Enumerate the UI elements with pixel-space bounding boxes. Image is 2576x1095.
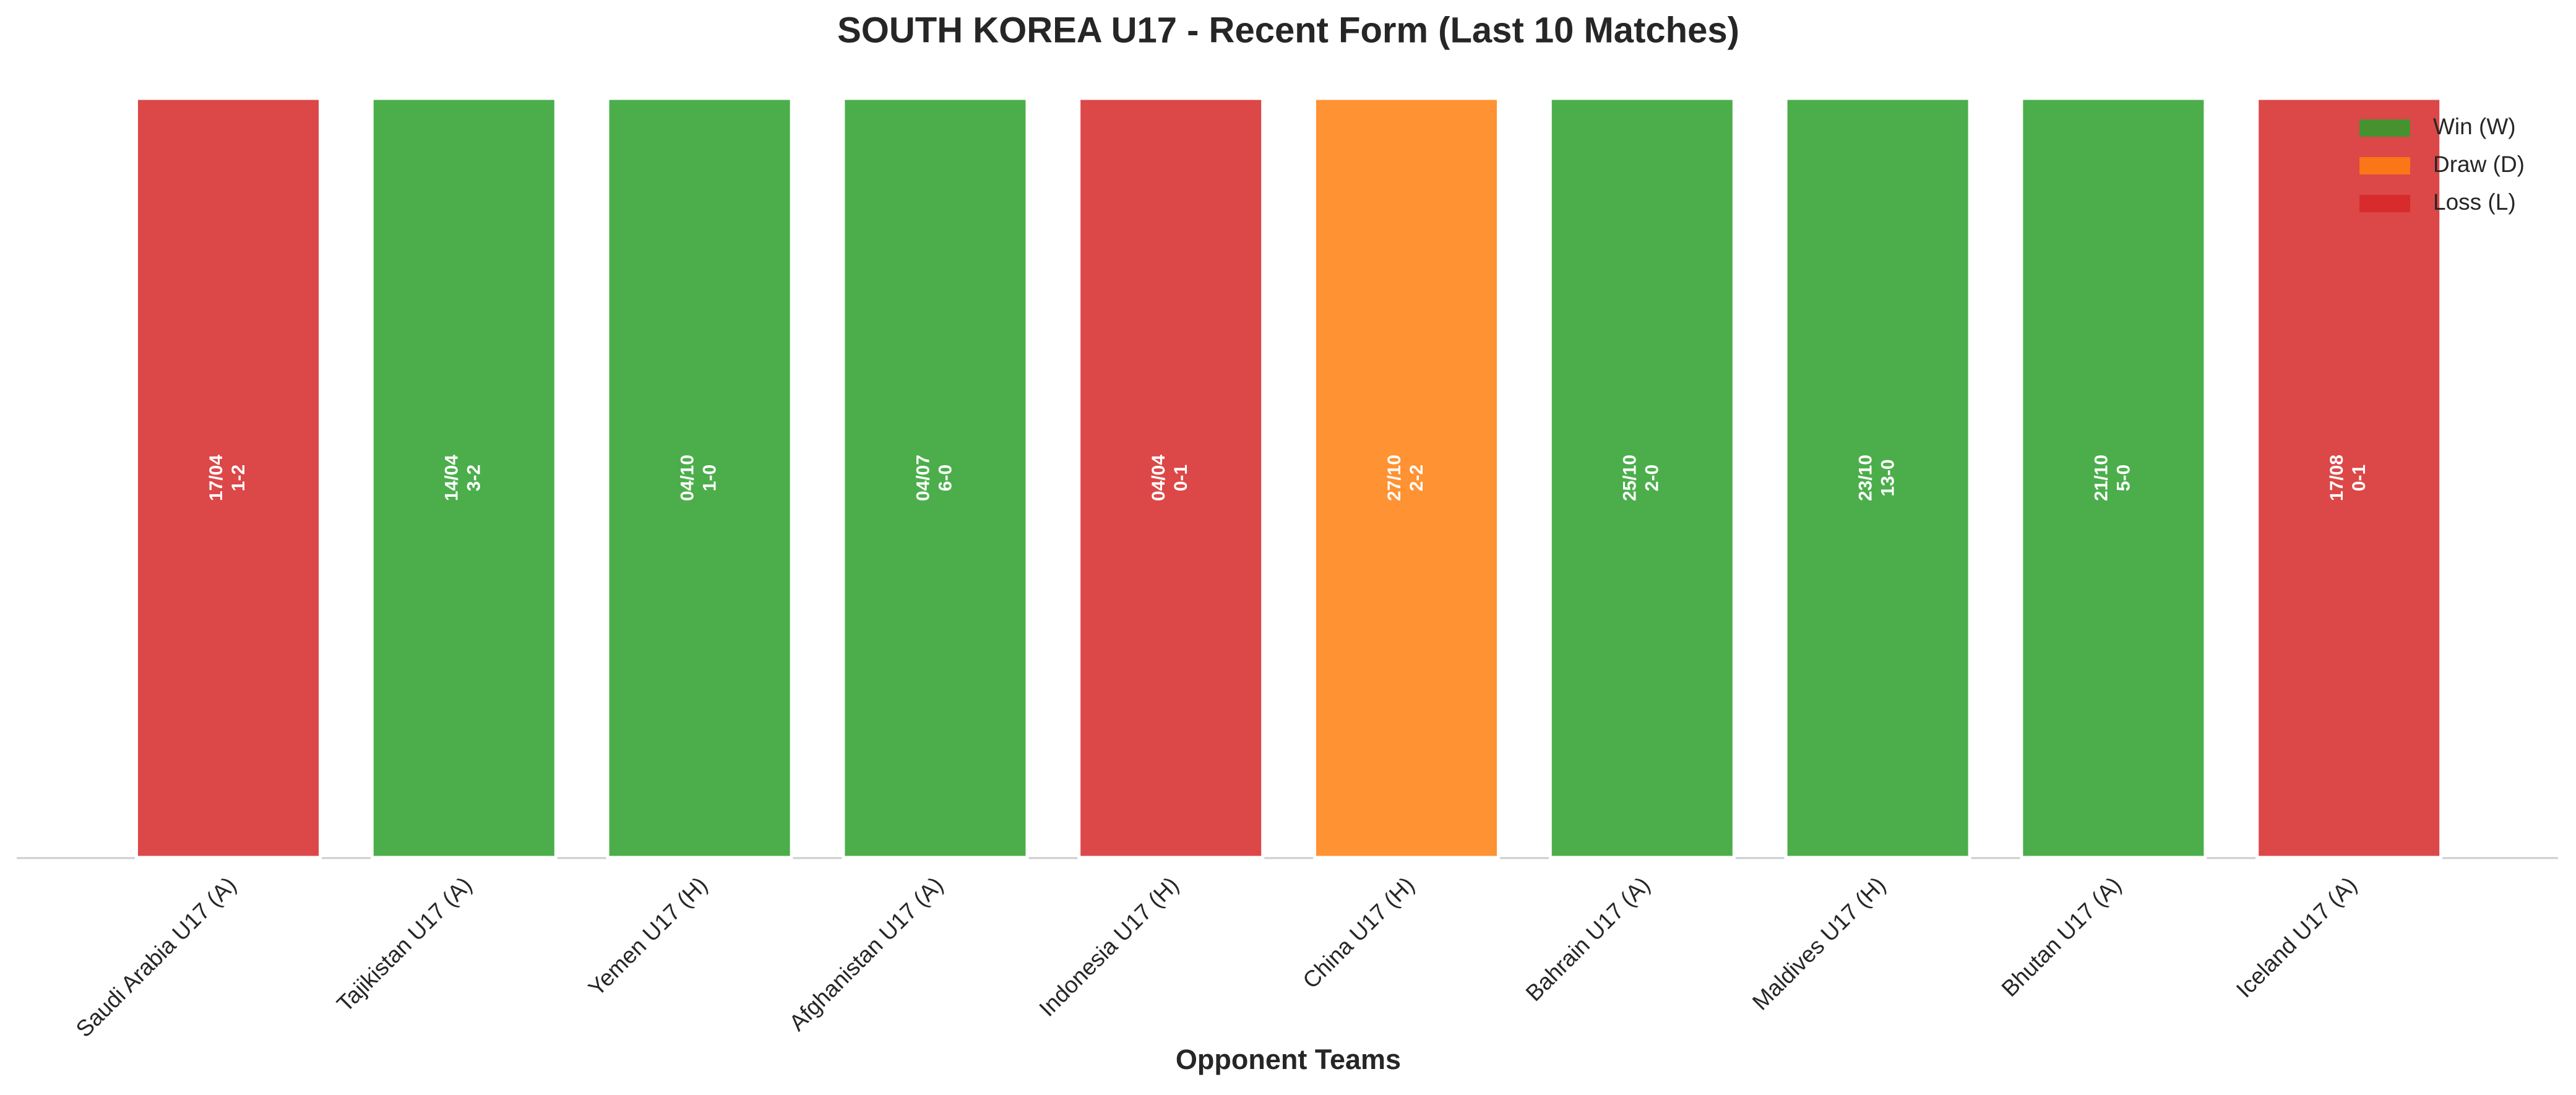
x-tick-label: Tajikistan U17 (A) <box>332 872 476 1017</box>
x-axis-label: Opponent Teams <box>1176 1044 1401 1075</box>
x-tick-label: Saudi Arabia U17 (A) <box>71 872 241 1042</box>
bar-date-label: 04/10 <box>678 455 698 501</box>
x-tick-label: Yemen U17 (H) <box>584 872 712 1001</box>
bar <box>2020 97 2207 859</box>
legend-label: Draw (D) <box>2433 152 2525 177</box>
bar <box>1548 97 1736 859</box>
bar-score-label: 2-0 <box>1642 465 1663 491</box>
bar-date-label: 04/04 <box>1148 455 1169 501</box>
bar-score-label: 1-2 <box>228 465 249 491</box>
bar-date-label: 21/10 <box>2091 455 2111 501</box>
bar-date-label: 14/04 <box>442 455 462 501</box>
bar-date-label: 27/10 <box>1384 455 1405 501</box>
bar-date-label: 04/07 <box>913 455 933 501</box>
x-tick-label: China U17 (H) <box>1298 872 1419 994</box>
bar-score-label: 3-2 <box>464 465 485 491</box>
bar <box>2255 97 2443 859</box>
x-tick-label: Iceland U17 (A) <box>2231 872 2362 1003</box>
bar-date-label: 17/08 <box>2327 455 2347 501</box>
bar-score-label: 0-1 <box>1171 465 1191 491</box>
bar-date-label: 25/10 <box>1620 455 1640 501</box>
legend-swatch <box>2359 157 2410 174</box>
bar <box>1312 97 1501 859</box>
bar <box>134 97 322 859</box>
x-tick-label: Bhutan U17 (A) <box>1997 872 2126 1002</box>
bar-score-label: 1-0 <box>700 465 720 491</box>
bar-score-label: 0-1 <box>2349 465 2369 491</box>
bar <box>842 97 1029 859</box>
bar <box>1784 97 1971 859</box>
bar-score-label: 6-0 <box>935 465 955 491</box>
legend-swatch <box>2359 119 2410 137</box>
x-tick-label: Afghanistan U17 (A) <box>784 872 948 1036</box>
bar-date-label: 17/04 <box>206 455 226 501</box>
chart-title: SOUTH KOREA U17 - Recent Form (Last 10 M… <box>837 10 1739 50</box>
bar-date-label: 23/10 <box>1856 455 1876 501</box>
x-tick-label: Indonesia U17 (H) <box>1034 872 1183 1021</box>
bar <box>370 97 558 859</box>
bar <box>606 97 793 859</box>
x-tick-label: Maldives U17 (H) <box>1747 872 1890 1015</box>
bar-score-label: 13-0 <box>1878 459 1898 496</box>
bar-score-label: 5-0 <box>2113 465 2134 491</box>
legend-swatch <box>2359 195 2410 212</box>
bar-score-label: 2-2 <box>1406 465 1427 491</box>
bar <box>1077 97 1265 859</box>
x-tick-label: Bahrain U17 (A) <box>1521 872 1655 1007</box>
legend-label: Win (W) <box>2433 114 2516 139</box>
legend-label: Loss (L) <box>2433 189 2516 215</box>
